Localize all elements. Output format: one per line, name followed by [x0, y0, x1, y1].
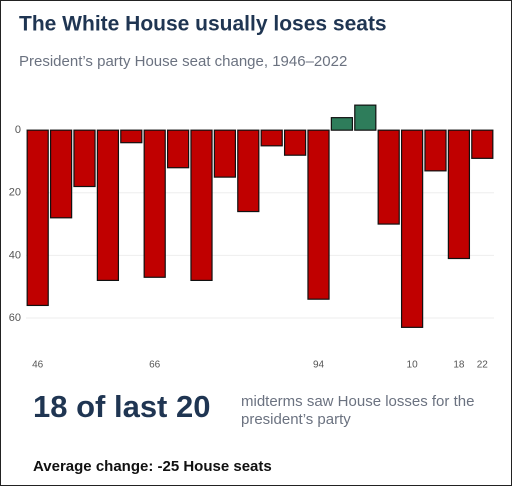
callout-headline: 18 of last 20	[33, 389, 211, 424]
y-tick-label: 0	[15, 124, 21, 136]
bar	[49, 129, 73, 219]
bar	[377, 129, 400, 225]
footer: Average change: -25 House seats	[33, 458, 272, 475]
bar	[447, 129, 471, 260]
y-tick-label: 60	[9, 312, 21, 324]
chart-title: The White House usually loses seats	[19, 13, 387, 36]
bar	[283, 129, 307, 156]
x-tick-label: 94	[313, 360, 325, 371]
chart: The White House usually loses seats Pres…	[9, 13, 494, 371]
bar	[354, 104, 377, 131]
bar	[424, 129, 447, 172]
bar	[120, 129, 143, 144]
bar	[73, 129, 96, 188]
bar	[471, 129, 494, 159]
x-tick-label: 22	[477, 360, 489, 371]
bar	[190, 129, 213, 282]
chart-subtitle: President’s party House seat change, 194…	[19, 53, 347, 70]
x-tick-label: 46	[32, 360, 44, 371]
x-tick-label: 18	[453, 360, 465, 371]
y-tick-label: 40	[9, 249, 21, 261]
y-tick-label: 20	[9, 187, 21, 199]
x-tick-label: 66	[149, 360, 161, 371]
bar	[26, 129, 49, 307]
bar	[330, 117, 354, 131]
bar	[96, 129, 120, 282]
x-tick-label: 10	[407, 360, 419, 371]
bar	[260, 129, 283, 147]
bar	[213, 129, 237, 178]
bar	[143, 129, 166, 278]
bar	[400, 129, 424, 328]
bar	[307, 129, 330, 300]
callout-text: midterms saw House losses for the presid…	[241, 393, 475, 428]
bar	[166, 129, 190, 169]
bar	[237, 129, 260, 213]
